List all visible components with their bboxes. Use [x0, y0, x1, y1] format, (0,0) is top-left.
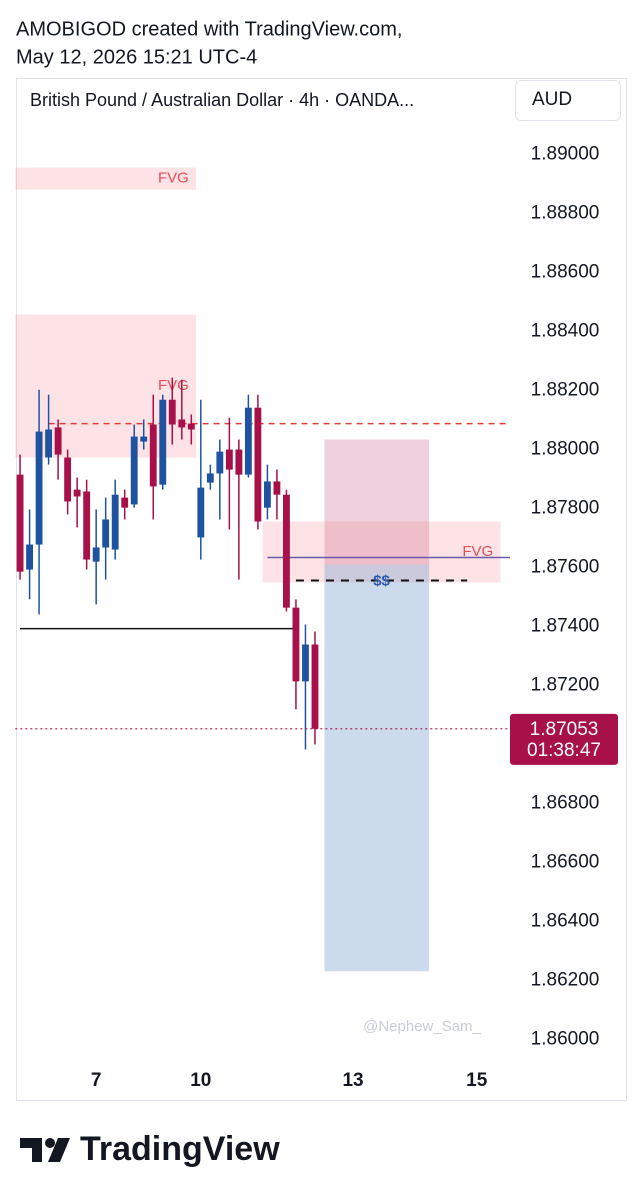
y-tick-label: 1.86600 — [531, 851, 600, 872]
candle-body — [111, 494, 119, 550]
logo-mark — [45, 1138, 55, 1148]
candle-body — [187, 423, 195, 430]
y-tick-label: 1.87600 — [531, 557, 600, 578]
fvg-label: FVG — [462, 543, 493, 560]
candle-body — [130, 436, 138, 505]
candle-body — [83, 491, 91, 560]
candle-body — [121, 497, 129, 508]
candle-body — [168, 399, 176, 425]
logo-mark — [20, 1138, 42, 1162]
y-tick-label: 1.87800 — [531, 498, 600, 519]
candle-body — [149, 424, 157, 487]
currency-button[interactable] — [515, 80, 621, 121]
candle-body — [292, 607, 300, 682]
y-tick-label: 1.87400 — [531, 616, 600, 637]
stop-zone — [324, 439, 430, 565]
y-tick-label: 1.89000 — [531, 144, 600, 165]
target-zone — [324, 564, 430, 972]
x-tick-label: 15 — [466, 1070, 488, 1091]
brand-name: TradingView — [80, 1130, 280, 1168]
candle-body — [92, 547, 100, 562]
countdown-label: 01:38:47 — [527, 740, 601, 761]
candle-body — [225, 449, 233, 470]
candle-body — [302, 644, 309, 682]
candle-body — [35, 431, 43, 545]
candle-body — [235, 449, 243, 475]
candle-body — [26, 544, 33, 570]
currency-label[interactable]: AUD — [532, 89, 572, 110]
fvg-label: FVG — [158, 170, 189, 187]
fvg-label: FVG — [158, 377, 189, 394]
candle-body — [263, 481, 271, 508]
candle-body — [54, 427, 62, 455]
candle-body — [197, 487, 205, 538]
plot: FVG FVG FVG $$ — [15, 154, 514, 1040]
candle-body — [206, 473, 214, 483]
y-tick-label: 1.86400 — [531, 910, 600, 931]
y-tick-label: 1.86200 — [531, 969, 600, 990]
fvg-zone — [15, 167, 197, 190]
chart-frame — [16, 78, 627, 1101]
y-tick-label: 1.88000 — [531, 439, 600, 460]
last-price-label: 1.87053 — [530, 719, 599, 740]
credit-line: May 12, 2026 15:21 UTC-4 — [16, 46, 257, 68]
candle-body — [283, 494, 290, 608]
candle-body — [178, 419, 186, 428]
candle-body — [254, 407, 262, 522]
candle-body — [64, 457, 72, 502]
candle-body — [16, 474, 24, 572]
logo-mark — [48, 1138, 70, 1162]
y-tick-label: 1.88600 — [531, 262, 600, 283]
fvg-zone — [262, 521, 501, 583]
candle-body — [244, 407, 252, 475]
candle-body — [273, 481, 281, 495]
last-price-tag — [510, 713, 618, 765]
candle-body — [311, 644, 319, 729]
liquidity-label: $$ — [373, 572, 390, 589]
x-tick-label: 10 — [190, 1070, 211, 1091]
candle-body — [140, 436, 148, 442]
x-tick-label: 7 — [91, 1070, 102, 1091]
watermark: @Nephew_Sam_ — [363, 1018, 481, 1035]
y-tick-label: 1.88800 — [531, 203, 600, 224]
y-tick-label: 1.86000 — [531, 1028, 600, 1049]
y-tick-label: 1.86800 — [531, 792, 600, 813]
brand-logo — [20, 1138, 70, 1162]
candle-body — [102, 519, 110, 548]
candle-body — [73, 489, 81, 497]
x-tick-label: 13 — [342, 1070, 363, 1091]
candle-body — [216, 451, 224, 474]
candle-body — [159, 399, 167, 485]
y-tick-label: 1.88400 — [531, 321, 600, 342]
y-tick-label: 1.88200 — [531, 380, 600, 401]
y-tick-label: 1.87200 — [531, 674, 600, 695]
credit-line: AMOBIGOD created with TradingView.com, — [16, 18, 402, 40]
candle-body — [45, 429, 53, 458]
chart-title: British Pound / Australian Dollar · 4h ·… — [30, 90, 414, 110]
